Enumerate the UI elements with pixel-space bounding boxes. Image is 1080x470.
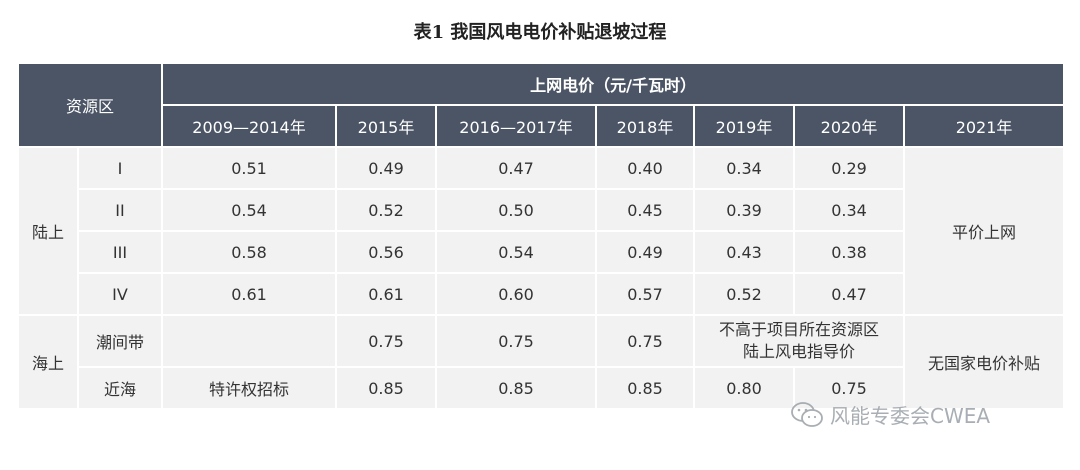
table-cell: 0.47	[435, 146, 598, 190]
table-row: 陆上 I 0.51 0.49 0.47 0.40 0.34 0.29 平价上网	[17, 146, 1066, 316]
table-cell: 0.45	[595, 188, 696, 232]
table-cell: 0.85	[335, 366, 438, 410]
table-cell: 0.49	[335, 146, 438, 190]
table-cell: 0.75	[595, 314, 696, 368]
table-cell: 0.52	[335, 188, 438, 232]
table-cell: 0.34	[693, 146, 796, 190]
region-header: 资源区	[16, 62, 164, 148]
table-cell: 0.52	[693, 272, 796, 316]
year-header: 2016—2017年	[435, 104, 598, 148]
watermark: 风能专委会CWEA	[790, 400, 990, 429]
table-row: IV 0.61 0.61 0.60 0.57 0.52 0.47	[18, 272, 1064, 316]
zone-label: II	[76, 188, 164, 232]
table-cell: 0.85	[595, 366, 696, 410]
note-line: 不高于项目所在资源区	[719, 320, 880, 339]
table-cell	[161, 314, 338, 368]
table-cell: 0.56	[335, 230, 438, 274]
table-cell: 0.60	[435, 272, 598, 316]
table-cell: 0.47	[793, 272, 906, 316]
subsidy-table: 资源区 上网电价（元/千瓦时） 2009—2014年 2015年 2016—20…	[16, 62, 1066, 410]
watermark-text: 风能专委会CWEA	[830, 404, 991, 428]
year-header: 2020年	[793, 104, 906, 148]
table-row: 近海 特许权招标 0.85 0.85 0.85 0.80 0.75	[18, 366, 1064, 410]
price-header: 上网电价（元/千瓦时）	[161, 62, 1066, 106]
note-line: 陆上风电指导价	[743, 342, 856, 361]
table-cell: 0.49	[595, 230, 696, 274]
intertidal-guide-note: 不高于项目所在资源区 陆上风电指导价	[693, 314, 906, 368]
offshore-2021-note: 无国家电价补贴	[903, 314, 1066, 410]
zone-label: III	[76, 230, 164, 274]
table-cell: 0.85	[435, 366, 598, 410]
wechat-icon	[791, 401, 823, 427]
table-cell: 0.50	[435, 188, 598, 232]
year-header: 2009—2014年	[161, 104, 338, 148]
table-cell: 0.75	[435, 314, 598, 368]
zone-label: 近海	[76, 366, 164, 410]
table-cell: 0.40	[595, 146, 696, 190]
onshore-label: 陆上	[17, 146, 79, 316]
table-cell: 0.61	[335, 272, 438, 316]
year-header: 2018年	[595, 104, 696, 148]
table-cell: 0.75	[335, 314, 438, 368]
table-row: III 0.58 0.56 0.54 0.49 0.43 0.38	[18, 230, 1064, 274]
zone-label: IV	[76, 272, 164, 316]
table-cell: 0.80	[693, 366, 796, 410]
table-cell: 0.39	[693, 188, 796, 232]
table-cell: 特许权招标	[161, 366, 338, 410]
onshore-2021-note: 平价上网	[903, 146, 1066, 316]
table-cell: 0.51	[161, 146, 338, 190]
table-cell: 0.54	[161, 188, 338, 232]
year-header: 2015年	[335, 104, 438, 148]
table-cell: 0.54	[435, 230, 598, 274]
table-cell: 0.34	[793, 188, 906, 232]
table-cell: 0.58	[161, 230, 338, 274]
table-cell: 0.43	[693, 230, 796, 274]
table-cell: 0.75	[793, 366, 906, 410]
table-cell: 0.57	[595, 272, 696, 316]
year-header: 2021年	[903, 104, 1066, 148]
table-cell: 0.38	[793, 230, 906, 274]
table-title: 表1 我国风电电价补贴退坡过程	[413, 22, 667, 43]
offshore-label: 海上	[17, 314, 79, 410]
table-row: II 0.54 0.52 0.50 0.45 0.39 0.34	[18, 188, 1064, 232]
year-header: 2019年	[693, 104, 796, 148]
table-cell: 0.29	[793, 146, 906, 190]
table-row: 海上 潮间带 0.75 0.75 0.75 不高于项目所在资源区 陆上风电指导价…	[17, 314, 1066, 410]
zone-label: I	[76, 146, 164, 190]
table-cell: 0.61	[161, 272, 338, 316]
zone-label: 潮间带	[76, 314, 164, 368]
